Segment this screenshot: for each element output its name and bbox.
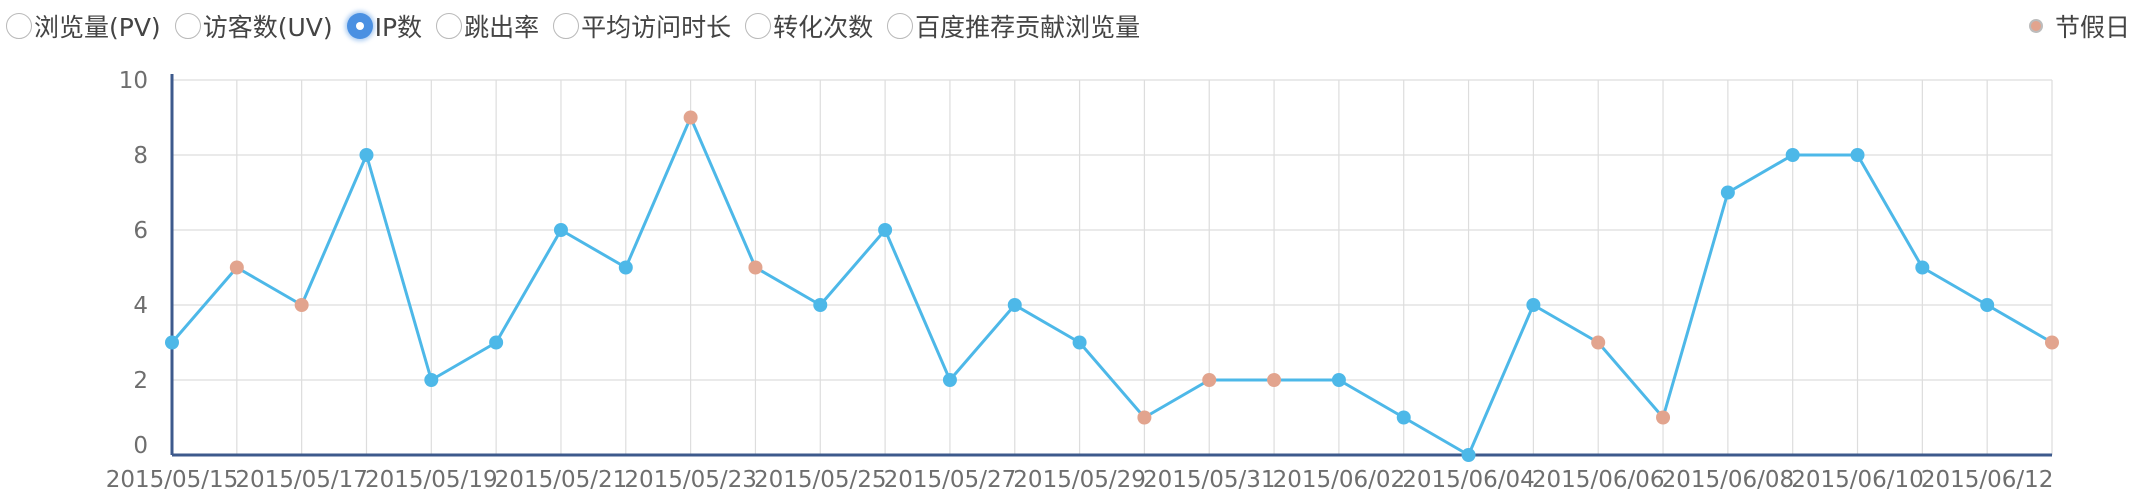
y-axis-ticks: 0 2 4 6 8 10 <box>119 68 148 459</box>
holiday-data-point <box>683 110 698 125</box>
data-point <box>359 148 374 162</box>
x-axis-ticks: 2015/05/152015/05/172015/05/192015/05/21… <box>106 467 2054 493</box>
metric-radio[interactable] <box>174 13 201 39</box>
data-point <box>1526 298 1541 312</box>
holiday-data-point <box>1202 373 1217 387</box>
data-point <box>553 223 568 237</box>
axes <box>170 74 2052 457</box>
metric-selector: 浏览量(PV) 访客数(UV) IP数 跳出率 平均访问时长 转化次数 百度推荐贡献浏览量 <box>6 8 1154 44</box>
data-point <box>1461 448 1476 462</box>
x-tick-label: 2015/06/06 <box>1532 467 1665 493</box>
data-point <box>165 335 179 350</box>
y-tick-label: 8 <box>133 143 148 169</box>
series-ip <box>170 116 2053 457</box>
data-point <box>1396 410 1411 425</box>
series-line <box>170 116 2053 457</box>
metric-label: 跳出率 <box>464 13 540 42</box>
holiday-data-point <box>1267 373 1282 387</box>
y-tick-label: 2 <box>133 368 148 394</box>
y-tick-label: 0 <box>133 433 148 459</box>
metric-label: 转化次数 <box>773 13 874 42</box>
metric-radio[interactable] <box>887 13 914 39</box>
metric-option-5[interactable]: 转化次数 <box>745 8 873 44</box>
holiday-legend-label: 节假日 <box>2054 13 2130 42</box>
data-point <box>1980 298 1995 312</box>
holiday-data-point <box>1137 410 1152 425</box>
metric-option-4[interactable]: 平均访问时长 <box>553 8 731 44</box>
data-point <box>1850 148 1865 162</box>
x-tick-label: 2015/06/12 <box>1921 467 2054 493</box>
x-tick-label: 2015/05/15 <box>106 467 239 493</box>
data-points <box>165 110 2059 462</box>
data-point <box>1720 185 1735 200</box>
x-tick-label: 2015/05/21 <box>495 467 628 493</box>
legend: 节假日 <box>2028 8 2130 44</box>
x-tick-label: 2015/05/17 <box>235 467 368 493</box>
metric-option-0[interactable]: 浏览量(PV) <box>6 8 161 44</box>
metric-label: 平均访问时长 <box>581 13 732 42</box>
holiday-data-point <box>1656 410 1671 425</box>
x-tick-label: 2015/06/02 <box>1273 467 1406 493</box>
x-tick-label: 2015/05/31 <box>1143 467 1276 493</box>
y-tick-label: 6 <box>133 218 148 244</box>
metric-radio[interactable] <box>745 13 772 39</box>
data-point <box>1785 148 1800 162</box>
holiday-legend-marker <box>2028 19 2043 33</box>
x-tick-label: 2015/06/08 <box>1662 467 1795 493</box>
metric-option-2[interactable]: IP数 <box>346 8 423 44</box>
metric-label: IP数 <box>374 13 423 42</box>
x-tick-label: 2015/06/04 <box>1402 467 1535 493</box>
data-point <box>1915 260 1930 275</box>
metric-radio[interactable] <box>553 13 580 39</box>
holiday-data-point <box>229 260 244 275</box>
x-tick-label: 2015/05/27 <box>884 467 1017 493</box>
x-tick-label: 2015/05/29 <box>1013 467 1146 493</box>
data-point <box>1007 298 1022 312</box>
y-tick-label: 4 <box>133 293 148 319</box>
data-point <box>618 260 633 275</box>
data-point <box>1331 373 1346 387</box>
data-point <box>813 298 828 312</box>
metric-radio[interactable] <box>436 13 463 39</box>
holiday-data-point <box>1591 335 1606 350</box>
x-tick-label: 2015/05/25 <box>754 467 887 493</box>
x-tick-label: 2015/05/23 <box>624 467 757 493</box>
data-point <box>942 373 957 387</box>
metric-option-1[interactable]: 访客数(UV) <box>174 8 333 44</box>
metric-label: 浏览量(PV) <box>34 13 161 42</box>
metric-option-3[interactable]: 跳出率 <box>436 8 539 44</box>
metric-label: 百度推荐贡献浏览量 <box>915 13 1141 42</box>
data-point <box>489 335 504 350</box>
data-point <box>1072 335 1087 350</box>
metric-option-6[interactable]: 百度推荐贡献浏览量 <box>887 8 1140 44</box>
holiday-data-point <box>294 298 309 312</box>
holiday-data-point <box>748 260 763 275</box>
x-tick-label: 2015/06/10 <box>1791 467 1924 493</box>
metric-radio[interactable] <box>346 13 373 39</box>
metric-radio[interactable] <box>6 13 32 39</box>
metric-label: 访客数(UV) <box>202 13 333 42</box>
data-point <box>878 223 893 237</box>
grid <box>171 79 2053 456</box>
x-tick-label: 2015/05/19 <box>365 467 498 493</box>
data-point <box>424 373 439 387</box>
y-tick-label: 10 <box>119 68 148 94</box>
holiday-data-point <box>2045 335 2059 350</box>
